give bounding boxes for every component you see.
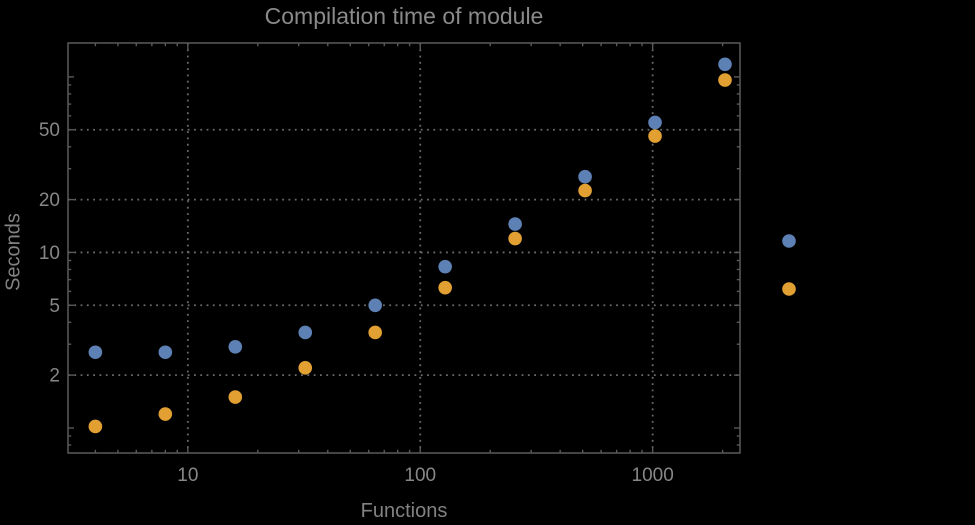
data-point-series-blue-x16 <box>228 339 243 354</box>
data-point-series-blue-x128 <box>438 259 452 274</box>
data-point-series-orange-x4 <box>88 419 103 434</box>
data-point-series-blue-x4 <box>88 345 103 360</box>
y-tick-label-50: 50 <box>39 120 60 141</box>
chart-title: Compilation time of module <box>264 3 544 29</box>
data-point-series-orange-x16 <box>228 390 243 404</box>
data-point-series-orange-x64 <box>368 325 383 340</box>
data-point-series-blue-x512 <box>578 169 592 184</box>
data-point-series-orange-x512 <box>578 183 592 198</box>
y-tick-label-10: 10 <box>39 243 60 264</box>
data-point-series-blue-x32 <box>298 325 313 340</box>
legend-marker-blue <box>782 234 796 248</box>
y-tick-label-20: 20 <box>39 190 60 211</box>
x-axis-label: Functions <box>360 500 448 522</box>
legend-marker-orange <box>782 282 796 296</box>
data-point-series-orange-x128 <box>438 280 452 295</box>
y-tick-label-5: 5 <box>49 296 60 317</box>
data-point-series-blue-x1024 <box>648 115 662 130</box>
data-point-series-blue-x8 <box>158 345 173 360</box>
y-tick-label-2: 2 <box>49 366 60 387</box>
data-point-series-blue-x2048 <box>718 57 732 72</box>
data-point-series-blue-x256 <box>508 217 522 231</box>
data-point-series-blue-x64 <box>368 298 383 313</box>
plot-frame <box>67 42 741 454</box>
data-point-series-orange-x32 <box>298 361 313 375</box>
x-tick-label-1000: 1000 <box>632 465 674 486</box>
x-tick-label-100: 100 <box>404 465 436 486</box>
data-point-series-orange-x1024 <box>648 129 662 143</box>
data-point-series-orange-x2048 <box>718 73 732 87</box>
data-point-series-orange-x8 <box>158 407 173 421</box>
x-tick-label-10: 10 <box>177 465 198 486</box>
data-point-series-orange-x256 <box>508 231 522 246</box>
y-axis-label: Seconds <box>2 213 25 291</box>
